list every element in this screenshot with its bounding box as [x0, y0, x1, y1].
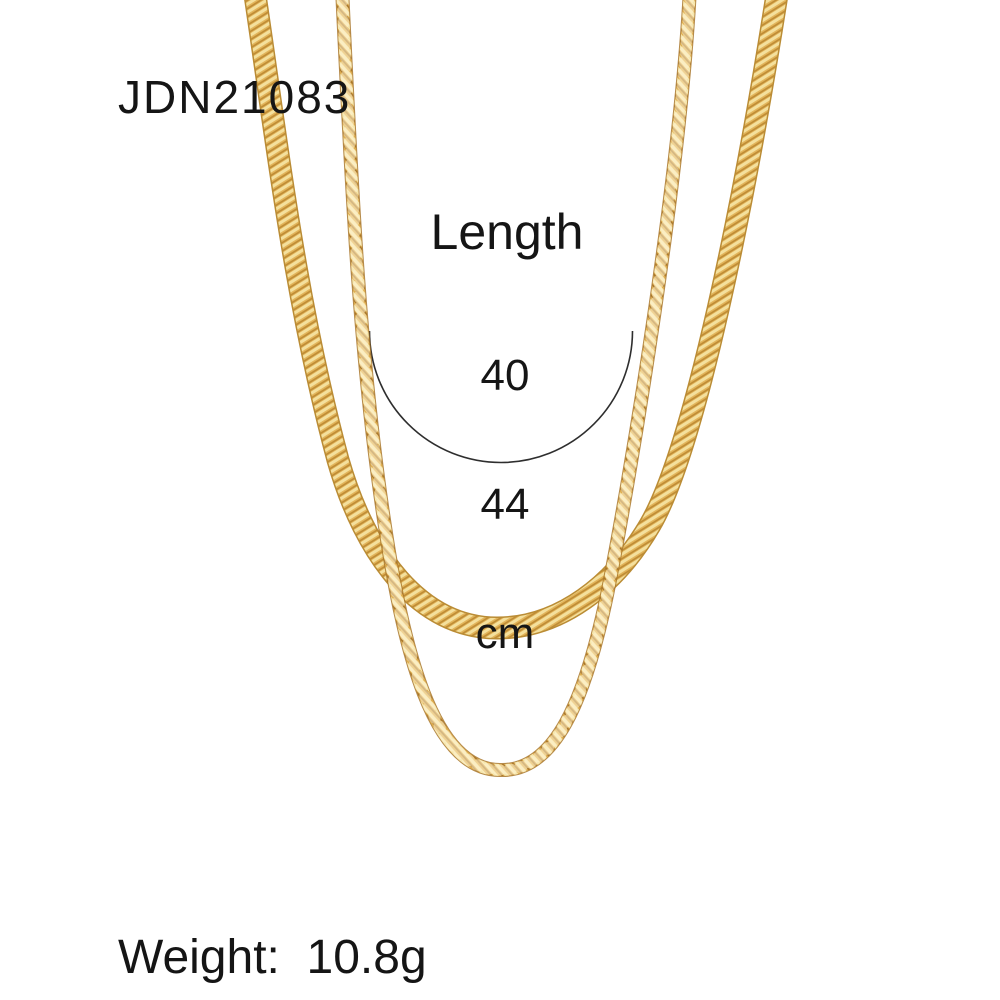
rope-chain-twist-highlights — [337, 0, 695, 776]
herringbone-chain — [244, 0, 788, 640]
product-code-label: JDN21083 — [118, 71, 352, 123]
product-specs: Weight: 10.8g Extend: +5.0cm — [118, 820, 453, 1000]
weight-line: Weight: 10.8g — [118, 931, 427, 984]
rope-chain — [335, 0, 697, 778]
length-values: 40 44 cm — [476, 268, 535, 741]
length-unit-cm: cm — [475, 609, 535, 658]
length-value-40: 40 — [480, 351, 530, 400]
measurement-arc — [368, 330, 634, 464]
length-value-44: 44 — [480, 480, 530, 529]
herringbone-chain-body — [245, 0, 787, 639]
length-title-label: Length — [430, 204, 584, 260]
